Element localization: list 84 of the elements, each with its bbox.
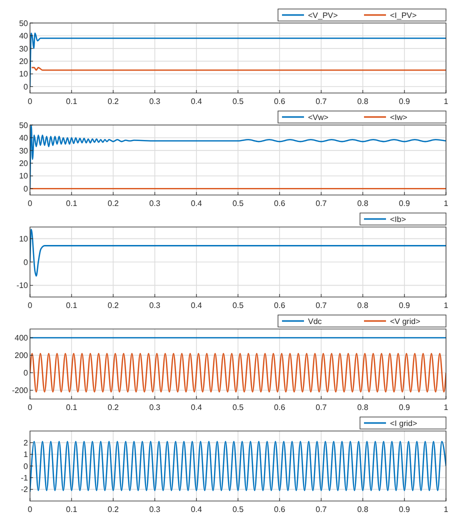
x-tick-label: 0.1 — [66, 97, 78, 106]
y-tick-label: 200 — [14, 351, 29, 360]
y-tick-label: 0 — [24, 258, 29, 267]
line-series — [30, 440, 446, 492]
x-tick-label: 0.5 — [232, 505, 244, 514]
x-tick-label: 0.4 — [190, 505, 203, 514]
x-tick-label: 0.1 — [66, 199, 78, 208]
y-tick-label: 0 — [24, 184, 29, 194]
x-tick-label: 0.2 — [108, 199, 120, 208]
x-tick-label: 0.7 — [316, 403, 328, 412]
x-tick-label: 0.6 — [274, 97, 286, 106]
legend-label: <I grid> — [390, 418, 418, 428]
y-tick-label: 0 — [24, 368, 29, 378]
y-tick-label: 0 — [24, 82, 29, 92]
x-tick-label: 0.9 — [398, 301, 411, 310]
y-tick-label: 50 — [19, 18, 29, 28]
x-tick-label: 0.4 — [190, 199, 203, 208]
x-tick-label: 0.6 — [274, 301, 286, 310]
y-tick-label: 0 — [24, 462, 29, 471]
y-tick-label: -10 — [16, 281, 29, 290]
x-tick-label: 0.2 — [108, 403, 120, 412]
x-tick-label: 0.8 — [357, 301, 369, 310]
y-tick-label: 10 — [19, 70, 29, 79]
x-tick-label: 0.4 — [190, 301, 203, 310]
x-tick-label: 0.7 — [316, 301, 328, 310]
legend-label: Vdc — [308, 316, 322, 326]
x-tick-label: 0.9 — [398, 505, 411, 514]
y-tick-label: 400 — [14, 334, 29, 343]
x-tick-label: 0.9 — [398, 403, 411, 412]
y-tick-label: 10 — [19, 172, 29, 181]
x-tick-label: 1 — [444, 97, 449, 106]
legend-label: <V grid> — [390, 316, 421, 326]
x-tick-label: 0.5 — [232, 301, 244, 310]
x-tick-label: 0.2 — [108, 505, 120, 514]
legend-label: <I_PV> — [390, 10, 418, 20]
x-tick-label: 0.9 — [398, 199, 411, 208]
x-tick-label: 0.6 — [274, 505, 286, 514]
y-tick-label: 1 — [24, 450, 29, 460]
y-tick-label: 30 — [19, 146, 29, 156]
x-tick-label: 0.4 — [190, 97, 203, 106]
x-tick-label: 1 — [444, 199, 449, 208]
legend-label: <V_PV> — [308, 10, 338, 20]
legend-label: <Iw> — [390, 112, 408, 122]
x-tick-label: 0.3 — [149, 97, 161, 106]
y-tick-label: -1 — [20, 473, 29, 482]
y-tick-label: -200 — [12, 386, 29, 396]
y-tick-label: -2 — [20, 485, 29, 494]
x-tick-label: 0.7 — [316, 97, 328, 106]
x-tick-label: 0.3 — [149, 403, 161, 412]
x-tick-label: 0.7 — [316, 199, 328, 208]
x-tick-label: 1 — [444, 505, 449, 514]
x-tick-label: 0.8 — [357, 97, 369, 106]
y-tick-label: 20 — [19, 158, 29, 168]
x-tick-label: 0.9 — [398, 97, 411, 106]
x-tick-label: 0.5 — [232, 97, 244, 106]
x-tick-label: 0.3 — [149, 199, 161, 208]
x-tick-label: 0.3 — [149, 301, 161, 310]
legend-label: <Ib> — [390, 214, 406, 224]
x-tick-label: 0.1 — [66, 403, 78, 412]
x-tick-label: 0.2 — [108, 97, 120, 106]
x-tick-label: 1 — [444, 301, 449, 310]
x-tick-label: 0.1 — [66, 505, 78, 514]
y-tick-label: 50 — [19, 120, 29, 130]
x-tick-label: 0.3 — [149, 505, 161, 514]
x-tick-label: 0.4 — [190, 403, 203, 412]
x-tick-label: 0.5 — [232, 403, 244, 412]
x-tick-label: 0.6 — [274, 199, 286, 208]
y-tick-label: 20 — [19, 56, 29, 66]
y-tick-label: 40 — [19, 134, 29, 143]
line-series — [30, 228, 446, 277]
x-tick-label: 0.5 — [232, 199, 244, 208]
x-tick-label: 0.1 — [66, 301, 78, 310]
x-tick-label: 0.7 — [316, 505, 328, 514]
x-tick-label: 0.6 — [274, 403, 286, 412]
x-tick-label: 1 — [444, 403, 449, 412]
x-tick-label: 0.8 — [357, 199, 369, 208]
y-tick-label: 30 — [19, 44, 29, 54]
legend-label: <Vw> — [308, 112, 329, 122]
x-tick-label: 0.8 — [357, 505, 369, 514]
y-tick-label: 10 — [19, 234, 29, 244]
x-tick-label: 0.8 — [357, 403, 369, 412]
x-tick-label: 0.2 — [108, 301, 120, 310]
y-tick-label: 40 — [19, 32, 29, 41]
y-tick-label: 2 — [24, 438, 29, 448]
